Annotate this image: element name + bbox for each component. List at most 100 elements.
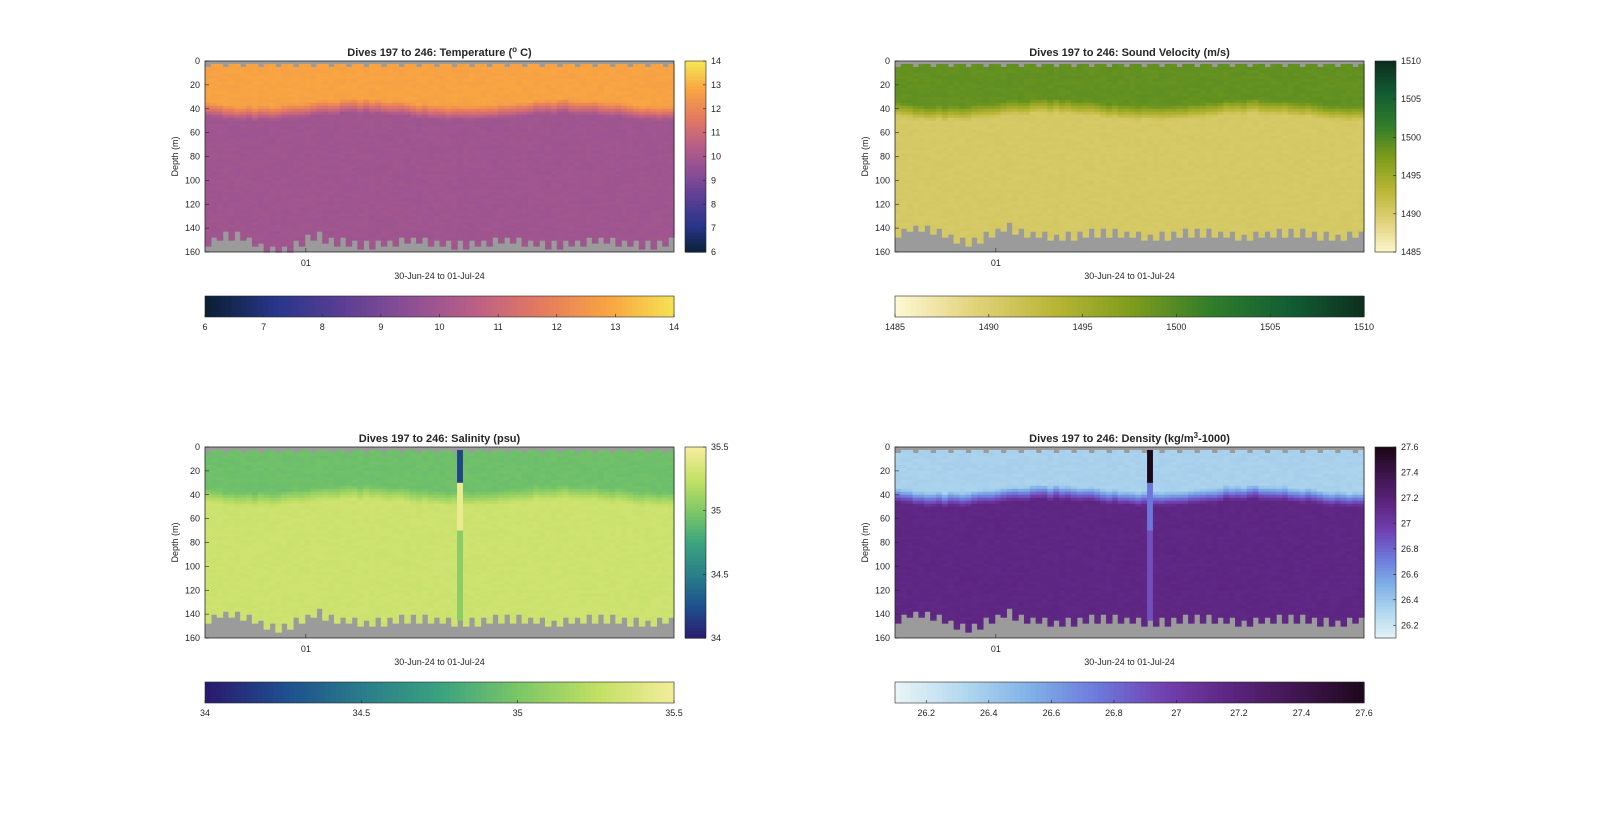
heatmap-cell — [240, 129, 247, 134]
heatmap-cell — [328, 234, 335, 238]
heatmap-cell — [304, 153, 312, 158]
heatmap-cell — [328, 219, 335, 223]
heatmap-cell — [251, 204, 259, 208]
heatmap-cell — [263, 159, 271, 164]
heatmap-cell — [375, 225, 382, 229]
heatmap-cell — [205, 165, 212, 170]
heatmap-cell — [246, 111, 253, 116]
heatmap-cell — [357, 126, 364, 131]
heatmap-cell — [375, 180, 382, 184]
heatmap-cell — [339, 159, 347, 164]
heatmap-cell — [386, 66, 394, 71]
heatmap-cell — [304, 138, 312, 143]
heatmap-cell — [210, 147, 218, 152]
heatmap-cell — [216, 132, 224, 137]
heatmap-cell — [240, 114, 247, 119]
heatmap-cell — [310, 207, 317, 211]
heatmap-cell — [392, 72, 400, 77]
heatmap-cell — [339, 114, 347, 119]
heatmap-cell — [316, 90, 323, 95]
heatmap-cell — [257, 183, 265, 187]
heatmap-cell — [375, 132, 382, 137]
heatmap-cell — [392, 222, 400, 226]
heatmap-cell — [287, 81, 294, 86]
heatmap-cell — [251, 117, 259, 122]
heatmap-cell — [380, 111, 388, 116]
heatmap-cell — [269, 84, 276, 89]
heatmap-cell — [246, 75, 253, 80]
heatmap-cell — [386, 99, 394, 104]
heatmap-cell — [269, 213, 276, 217]
heatmap-cell — [240, 156, 247, 161]
heatmap-cell — [304, 162, 312, 167]
heatmap-cell — [216, 102, 224, 107]
heatmap-cell — [251, 216, 259, 220]
heatmap-cell — [269, 111, 276, 116]
heatmap-cell — [503, 234, 511, 238]
heatmap-cell — [240, 108, 247, 113]
heatmap-cell — [287, 177, 294, 181]
heatmap-cell — [339, 204, 347, 208]
heatmap-cell — [269, 183, 276, 187]
heatmap-cell — [380, 162, 388, 167]
heatmap-cell — [292, 81, 300, 86]
heatmap-cell — [392, 108, 400, 113]
heatmap-cell — [287, 180, 294, 184]
heatmap-cell — [363, 192, 370, 196]
heatmap-cell — [210, 222, 218, 226]
heatmap-cell — [310, 132, 317, 137]
heatmap-cell — [392, 78, 400, 83]
heatmap-cell — [363, 219, 370, 223]
heatmap-cell — [369, 180, 376, 184]
heatmap-cell — [234, 225, 241, 229]
heatmap-cell — [234, 156, 241, 161]
heatmap-cell — [304, 207, 312, 211]
heatmap-cell — [216, 213, 224, 217]
heatmap-cell — [333, 78, 341, 83]
heatmap-cell — [298, 129, 306, 134]
heatmap-cell — [292, 117, 300, 122]
heatmap-cell — [292, 153, 300, 158]
colorbar-tick-label: 9 — [711, 175, 716, 185]
heatmap-cell — [210, 120, 218, 125]
heatmap-cell — [333, 231, 341, 235]
heatmap-cell — [533, 243, 540, 247]
heatmap-cell — [333, 195, 341, 199]
heatmap-cell — [322, 213, 329, 217]
heatmap-cell — [263, 243, 271, 247]
heatmap-cell — [345, 72, 353, 77]
heatmap-cell — [216, 180, 224, 184]
heatmap-cell — [380, 120, 388, 125]
heatmap-cell — [398, 135, 405, 140]
heatmap-cell — [322, 165, 329, 170]
heatmap-cell — [310, 87, 317, 92]
heatmap-cell — [375, 174, 382, 178]
heatmap-cell — [375, 186, 382, 190]
heatmap-cell — [287, 108, 294, 113]
heatmap-cell — [246, 114, 253, 119]
heatmap-cell — [298, 63, 306, 68]
heatmap-cell — [357, 63, 364, 68]
heatmap-cell — [292, 186, 300, 190]
colorbar-swatch — [340, 296, 347, 317]
heatmap-cell — [304, 210, 312, 214]
heatmap-cell — [287, 99, 294, 104]
heatmap-cell — [234, 117, 241, 122]
heatmap-cell — [363, 177, 370, 181]
heatmap-cell — [281, 114, 288, 119]
heatmap-cell — [216, 144, 224, 149]
heatmap-cell — [339, 228, 347, 232]
heatmap-cell — [310, 192, 317, 196]
heatmap-cell — [263, 144, 271, 149]
heatmap-cell — [251, 156, 259, 161]
heatmap-cell — [275, 162, 282, 167]
heatmap-cell — [345, 189, 353, 193]
heatmap-cell — [298, 75, 306, 80]
heatmap-cell — [380, 114, 388, 119]
heatmap-cell — [333, 150, 341, 155]
colorbar-swatch — [314, 296, 321, 317]
heatmap-cell — [287, 237, 294, 241]
heatmap-cell — [351, 192, 359, 196]
colorbar-swatch — [267, 296, 274, 317]
heatmap-cell — [287, 102, 294, 107]
